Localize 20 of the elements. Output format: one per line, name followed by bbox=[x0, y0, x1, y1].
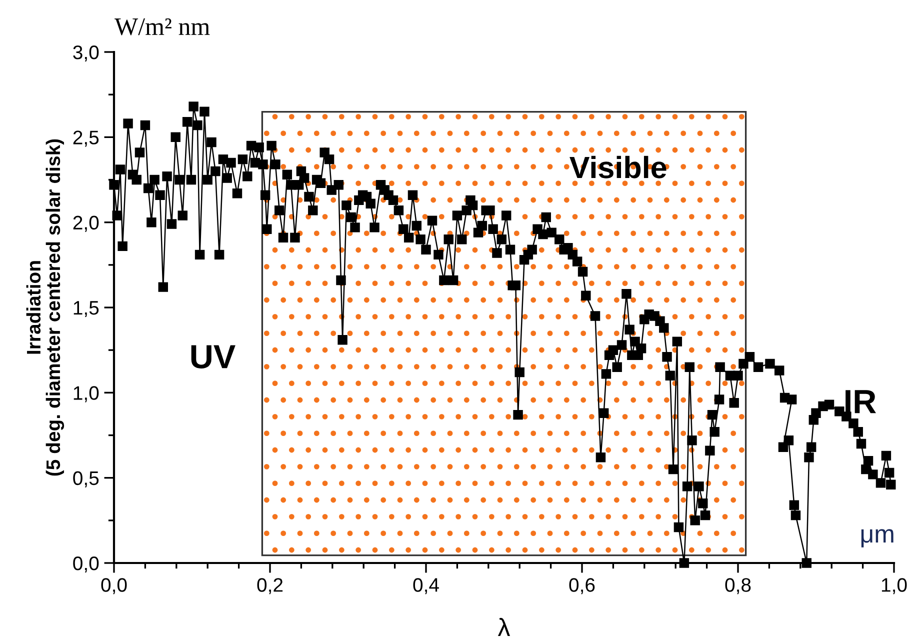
text: W/m² nm bbox=[114, 18, 210, 36]
x-tick-label: 0,2 bbox=[257, 578, 283, 594]
y-tick-label: 3,0 bbox=[73, 45, 99, 62]
x-tick-label: 0,8 bbox=[725, 578, 751, 594]
annotation: IR bbox=[846, 390, 876, 414]
y-tick-label: 0,5 bbox=[73, 471, 99, 488]
y-axis-title: Irradiation (5 deg. diameter centered solar disk) bbox=[26, 139, 64, 476]
y-tick-label: 2,5 bbox=[73, 130, 99, 147]
x-tick-label: 1,0 bbox=[882, 578, 907, 594]
annotation: Visible bbox=[570, 156, 666, 178]
x-tick-label: 0,4 bbox=[413, 578, 439, 594]
x-tick-label: 0,6 bbox=[569, 578, 595, 594]
annotation: UV bbox=[191, 345, 236, 368]
y-tick-label: 1,5 bbox=[74, 301, 99, 318]
x-tick-label: 0,0 bbox=[101, 578, 127, 594]
x-axis-title: λ bbox=[498, 618, 510, 636]
y-tick-label: 2,0 bbox=[73, 216, 99, 232]
annotation: μm bbox=[861, 529, 894, 548]
y-tick-label: 0,0 bbox=[73, 556, 99, 573]
y-tick-label: 1,0 bbox=[74, 386, 99, 402]
